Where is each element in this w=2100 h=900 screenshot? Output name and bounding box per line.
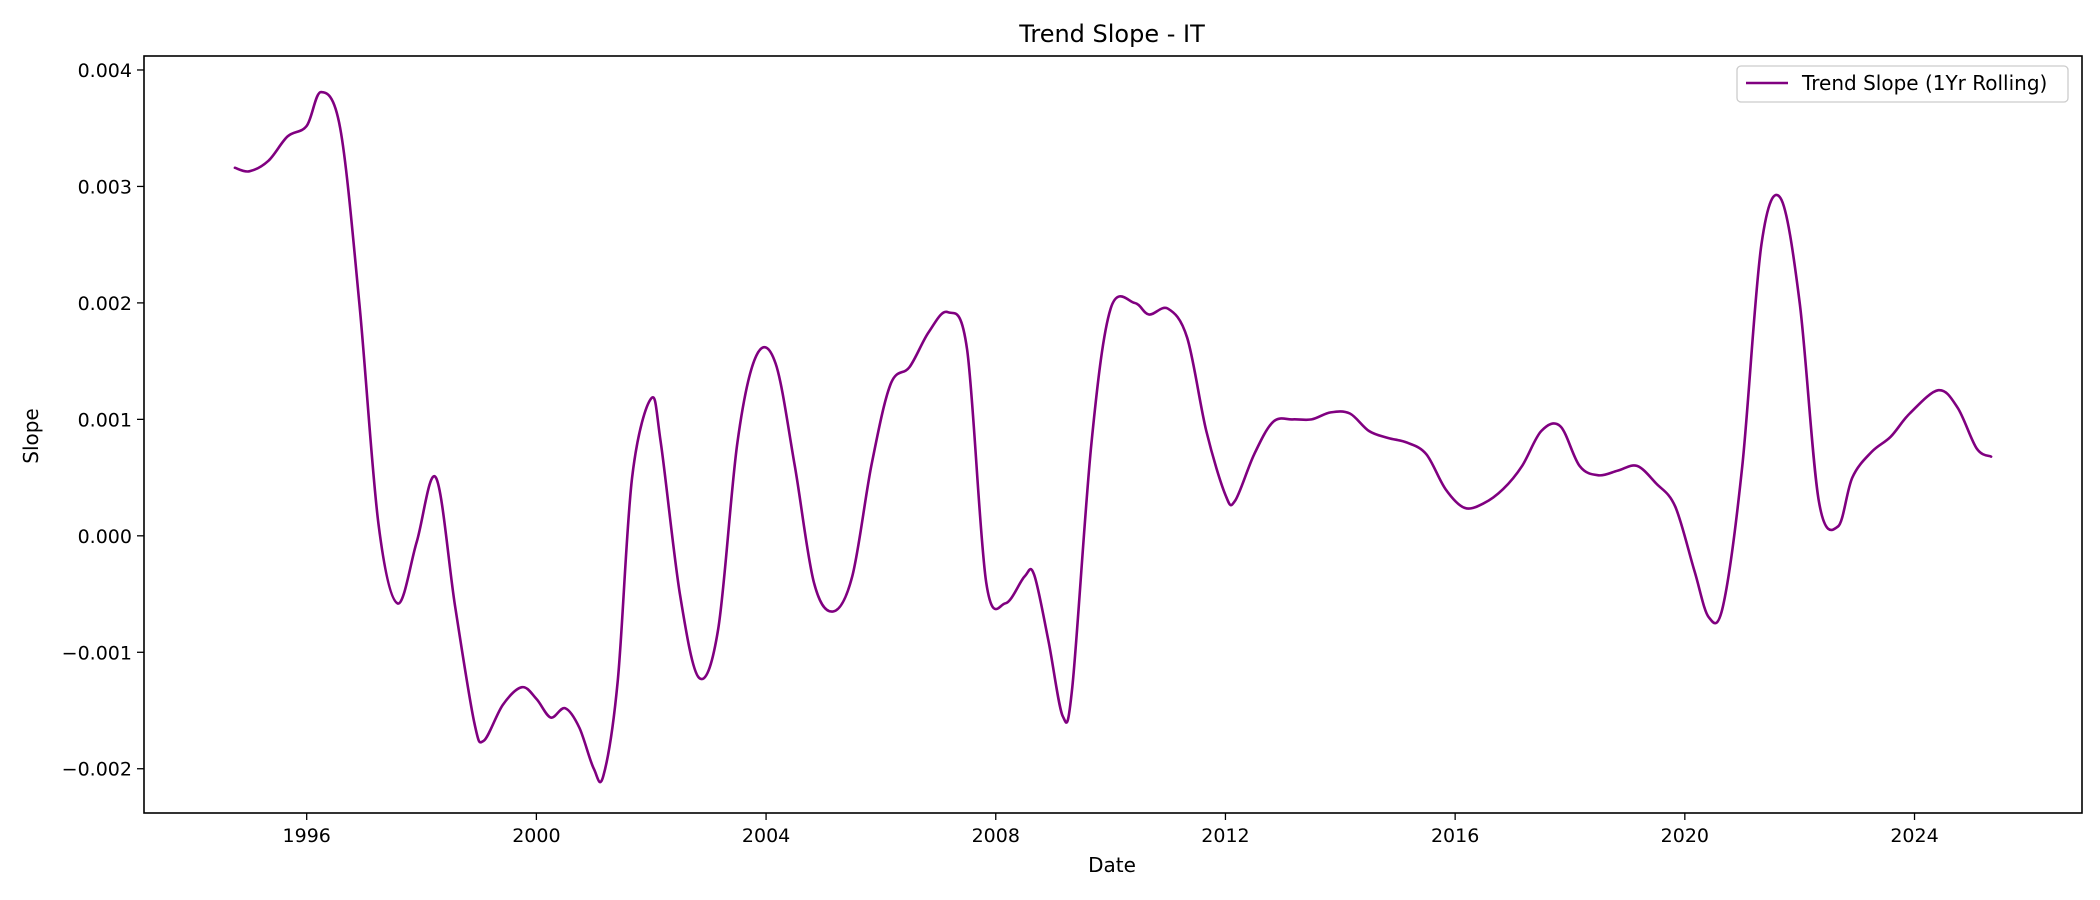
y-tick-label: 0.002 xyxy=(78,293,132,315)
series-line-trend-slope xyxy=(233,90,1993,784)
y-axis: 0.004 0.003 0.002 0.001 0.000 −0.001 −0.002 xyxy=(62,60,144,781)
x-tick-label: 2020 xyxy=(1661,825,1709,847)
y-tick-label: 0.001 xyxy=(78,409,132,431)
x-axis-label: Date xyxy=(1088,853,1136,877)
x-axis: 1996 2000 2004 2008 2012 2016 2020 2024 xyxy=(283,813,1939,847)
x-tick-label: 2004 xyxy=(742,825,790,847)
x-tick-label: 2016 xyxy=(1431,825,1479,847)
y-tick-label: 0.004 xyxy=(78,60,132,82)
y-tick-label: 0.003 xyxy=(78,176,132,198)
x-tick-label: 2024 xyxy=(1890,825,1938,847)
x-tick-label: 1996 xyxy=(283,825,331,847)
y-tick-label: −0.001 xyxy=(62,642,132,664)
legend: Trend Slope (1Yr Rolling) xyxy=(1736,65,2069,103)
chart-title: Trend Slope - IT xyxy=(1018,20,1205,48)
y-tick-label: −0.002 xyxy=(62,759,132,781)
x-tick-label: 2012 xyxy=(1201,825,1249,847)
y-axis-label: Slope xyxy=(19,408,43,464)
x-tick-label: 2000 xyxy=(512,825,560,847)
legend-box xyxy=(1736,65,2069,103)
legend-label: Trend Slope (1Yr Rolling) xyxy=(1801,71,2047,95)
x-tick-label: 2008 xyxy=(972,825,1020,847)
plot-area xyxy=(143,55,2083,814)
y-tick-label: 0.000 xyxy=(78,526,132,548)
